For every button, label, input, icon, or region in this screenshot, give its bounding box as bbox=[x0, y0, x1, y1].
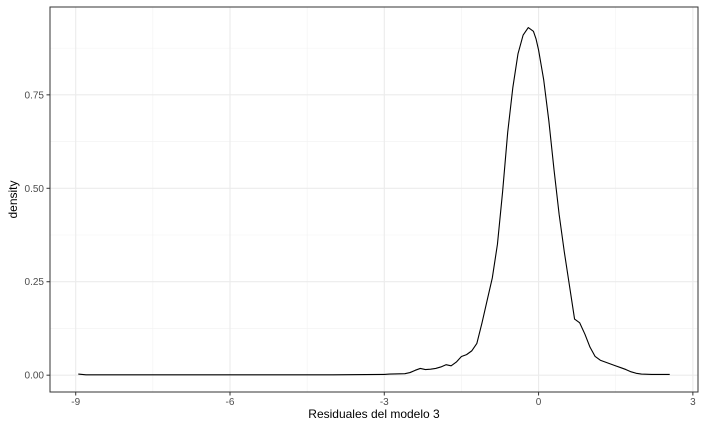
x-tick-label: -3 bbox=[380, 397, 389, 408]
y-tick-label: 0.00 bbox=[25, 371, 45, 382]
x-tick-label: 0 bbox=[536, 397, 542, 408]
panel-background bbox=[50, 7, 698, 392]
x-axis-title: Residuales del modelo 3 bbox=[308, 407, 440, 421]
series-layer bbox=[78, 27, 670, 376]
minor-gridlines bbox=[50, 7, 698, 392]
density-line bbox=[78, 27, 670, 376]
x-axis: -9 -6 -3 0 3 bbox=[71, 392, 696, 408]
panel-border bbox=[49, 6, 699, 393]
y-tick-label: 0.75 bbox=[25, 90, 45, 101]
y-tick-label: 0.50 bbox=[25, 184, 45, 195]
x-tick-label: 3 bbox=[690, 397, 696, 408]
y-axis: 0.00 0.25 0.50 0.75 bbox=[25, 90, 50, 382]
y-tick-label: 0.25 bbox=[25, 277, 45, 288]
y-axis-title: density bbox=[6, 180, 20, 218]
x-tick-label: -6 bbox=[226, 397, 235, 408]
x-tick-label: -9 bbox=[71, 397, 80, 408]
